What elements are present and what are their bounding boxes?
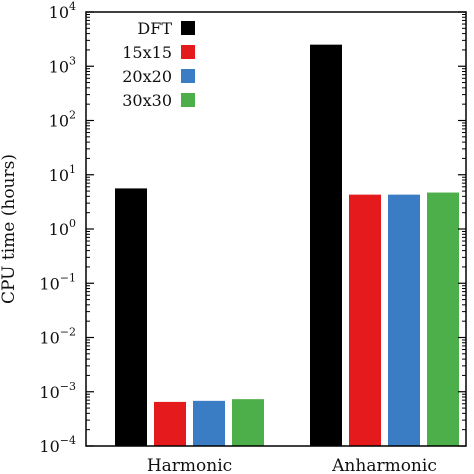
- legend: DFT 15x15 20x20 30x30: [122, 19, 195, 110]
- legend-swatch-30x30: [181, 93, 195, 107]
- y-axis-title: CPU time (hours): [0, 154, 19, 304]
- bar-harmonic-20x20: [193, 400, 225, 446]
- bar-anharmonic-dft: [310, 44, 342, 447]
- y-tick-label: 104: [49, 0, 76, 22]
- legend-label-20x20: 20x20: [122, 67, 172, 86]
- y-tick-label: 103: [49, 54, 76, 76]
- legend-swatch-20x20: [181, 69, 195, 83]
- x-axis-category-labels: Harmonic Anharmonic: [147, 456, 437, 474]
- legend-swatch-dft: [181, 21, 195, 35]
- y-tick-label: 10−1: [39, 271, 76, 293]
- bar-anharmonic-20x20: [388, 194, 420, 446]
- y-tick-label: 100: [49, 217, 76, 239]
- legend-label-15x15: 15x15: [122, 43, 172, 62]
- y-tick-label: 10−2: [39, 326, 76, 348]
- x-category-label-anharmonic: Anharmonic: [331, 456, 437, 474]
- y-axis-tick-labels: 10−4 10−3 10−2 10−1 100 101 102 103 104: [39, 0, 76, 456]
- legend-label-dft: DFT: [137, 19, 172, 38]
- x-category-label-harmonic: Harmonic: [147, 456, 232, 474]
- legend-label-30x30: 30x30: [122, 91, 172, 110]
- y-tick-label: 102: [49, 109, 76, 131]
- bar-harmonic-30x30: [232, 399, 264, 446]
- bar-harmonic-dft: [115, 188, 147, 446]
- bar-harmonic-15x15: [154, 401, 186, 446]
- legend-swatch-15x15: [181, 45, 195, 59]
- bar-anharmonic-15x15: [349, 194, 381, 446]
- y-tick-label: 10−4: [39, 434, 76, 456]
- y-tick-label: 101: [49, 163, 76, 185]
- bars-group: [115, 44, 459, 447]
- plot-frame: [85, 11, 467, 447]
- bar-anharmonic-30x30: [427, 192, 459, 446]
- y-tick-label: 10−3: [39, 380, 76, 402]
